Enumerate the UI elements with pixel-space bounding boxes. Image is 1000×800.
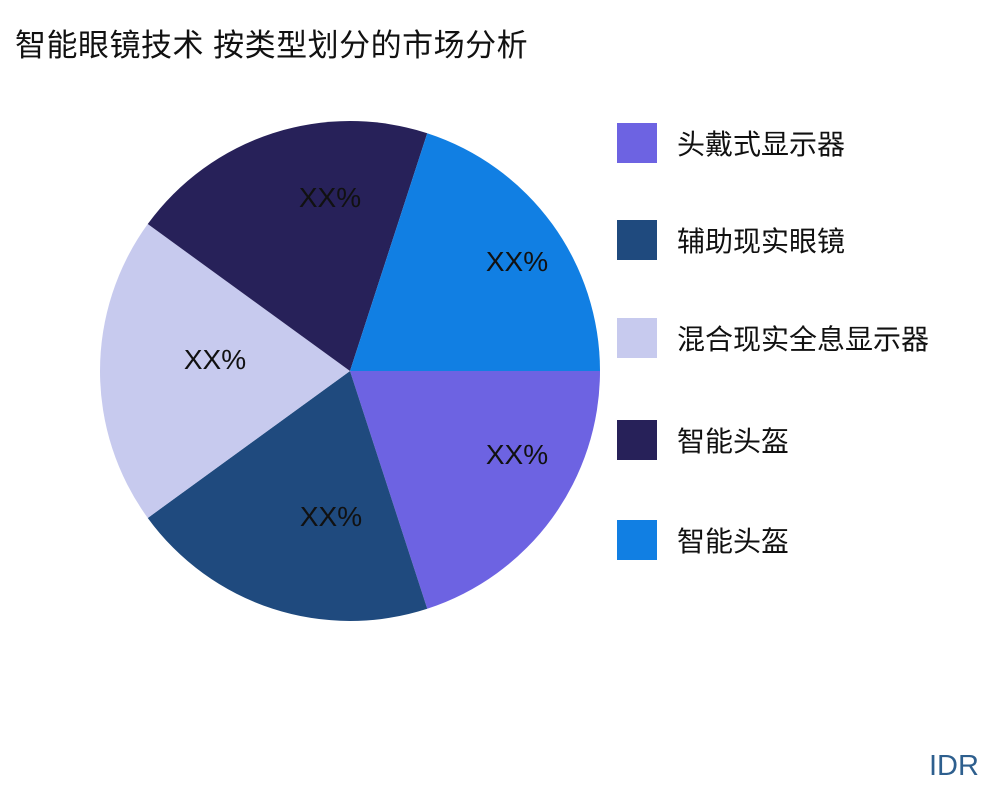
legend-item-3: 智能头盔 bbox=[617, 420, 789, 460]
legend-item-4: 智能头盔 bbox=[617, 520, 789, 560]
pie-slice-1 bbox=[147, 371, 428, 621]
legend-swatch-2 bbox=[617, 318, 657, 358]
legend-label-4: 智能头盔 bbox=[677, 526, 790, 557]
pie-slice-2 bbox=[100, 224, 350, 518]
chart-title: 智能眼镜技术 按类型划分的市场分析 bbox=[15, 28, 529, 63]
legend-label-2: 混合现实全息显示器 bbox=[677, 324, 930, 355]
pie-slice-0 bbox=[350, 371, 600, 609]
legend-item-2: 混合现实全息显示器 bbox=[617, 318, 929, 358]
legend-label-3: 智能头盔 bbox=[677, 426, 790, 457]
watermark-idr: IDR bbox=[929, 750, 979, 782]
legend-swatch-1 bbox=[617, 220, 657, 260]
legend-swatch-3 bbox=[617, 420, 657, 460]
legend-swatch-0 bbox=[617, 123, 657, 163]
legend-item-0: 头戴式显示器 bbox=[617, 123, 845, 163]
legend-swatch-4 bbox=[617, 520, 657, 560]
legend-label-1: 辅助现实眼镜 bbox=[677, 226, 846, 257]
legend-item-1: 辅助现实眼镜 bbox=[617, 220, 845, 260]
legend-label-0: 头戴式显示器 bbox=[677, 129, 846, 160]
pie-slice-3 bbox=[147, 121, 428, 371]
pie-slice-4 bbox=[350, 133, 600, 371]
